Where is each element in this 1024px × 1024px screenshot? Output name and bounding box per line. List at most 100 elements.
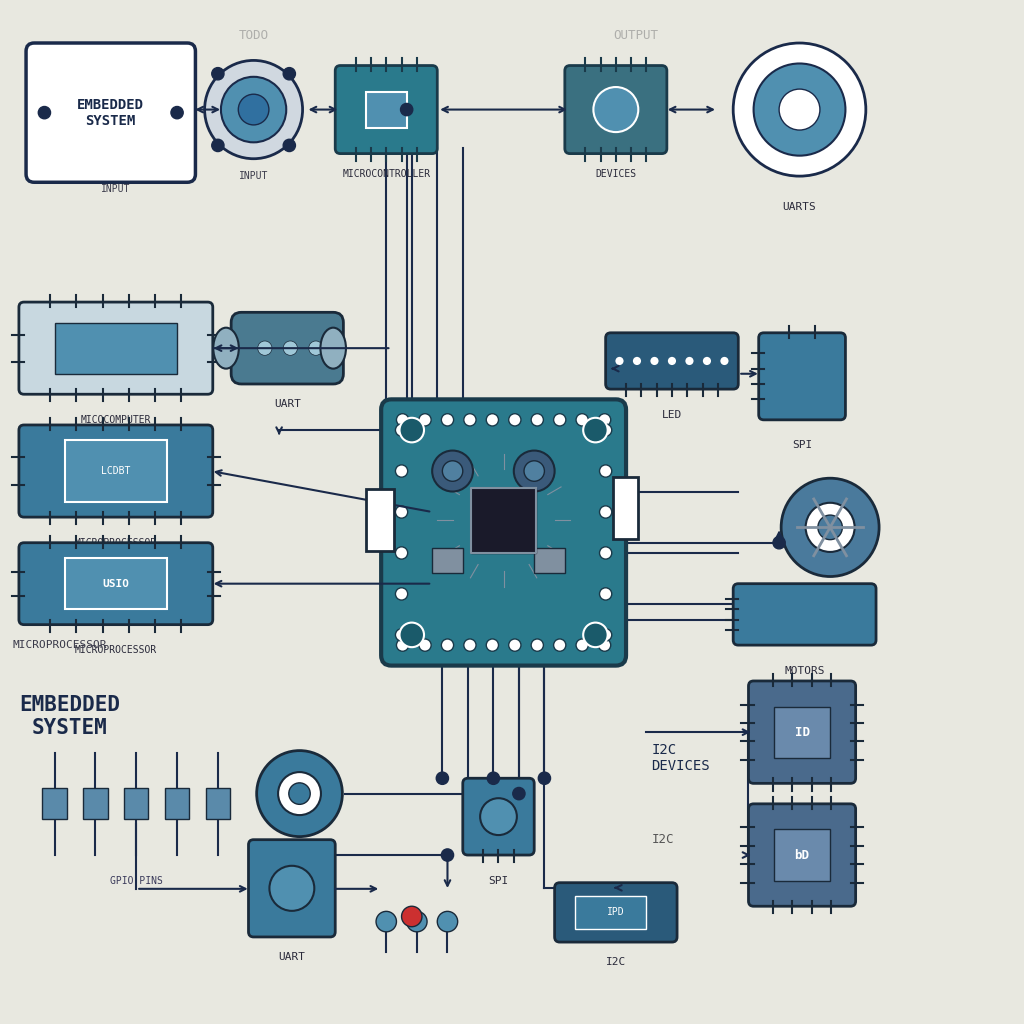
Text: UARTS: UARTS — [782, 202, 816, 212]
Circle shape — [806, 503, 855, 552]
Circle shape — [599, 506, 611, 518]
Bar — [612, 477, 638, 539]
Circle shape — [531, 414, 544, 426]
Circle shape — [289, 782, 310, 805]
Bar — [774, 829, 830, 881]
FancyBboxPatch shape — [605, 333, 738, 389]
Text: bD: bD — [795, 849, 810, 861]
Circle shape — [685, 357, 693, 366]
Circle shape — [441, 414, 454, 426]
Circle shape — [818, 515, 843, 540]
Circle shape — [171, 106, 183, 119]
Circle shape — [284, 341, 298, 355]
Circle shape — [432, 451, 473, 492]
FancyBboxPatch shape — [18, 302, 213, 394]
Bar — [575, 896, 646, 929]
Bar — [54, 323, 177, 374]
Circle shape — [599, 629, 611, 641]
Circle shape — [577, 639, 589, 651]
FancyBboxPatch shape — [555, 883, 677, 942]
Circle shape — [399, 418, 424, 442]
Circle shape — [400, 103, 413, 116]
Circle shape — [554, 414, 566, 426]
Text: MICROPROCESSOR: MICROPROCESSOR — [75, 645, 157, 655]
Circle shape — [38, 106, 50, 119]
Text: EMBEDDED
SYSTEM: EMBEDDED SYSTEM — [19, 695, 121, 738]
Bar — [366, 489, 394, 551]
Circle shape — [486, 639, 499, 651]
Circle shape — [524, 461, 545, 481]
FancyBboxPatch shape — [749, 681, 856, 783]
Bar — [206, 788, 230, 819]
Circle shape — [513, 787, 525, 800]
Circle shape — [308, 341, 323, 355]
Circle shape — [584, 418, 607, 442]
Circle shape — [509, 639, 521, 651]
Circle shape — [593, 87, 638, 132]
Circle shape — [599, 424, 611, 436]
Text: SPI: SPI — [488, 876, 509, 886]
Circle shape — [399, 623, 424, 647]
Text: DEVICES: DEVICES — [595, 169, 636, 179]
Circle shape — [650, 357, 658, 366]
Text: INPUT: INPUT — [239, 171, 268, 181]
Circle shape — [509, 414, 521, 426]
Circle shape — [395, 629, 408, 641]
Text: MICROCONTROLLER: MICROCONTROLLER — [342, 169, 430, 179]
Circle shape — [598, 639, 610, 651]
FancyBboxPatch shape — [18, 543, 213, 625]
Circle shape — [419, 414, 431, 426]
Circle shape — [442, 461, 463, 481]
Circle shape — [615, 357, 624, 366]
Polygon shape — [471, 487, 537, 553]
Text: GPIO PINS: GPIO PINS — [110, 876, 163, 886]
Circle shape — [441, 639, 454, 651]
FancyBboxPatch shape — [231, 312, 343, 384]
Circle shape — [554, 639, 566, 651]
Circle shape — [599, 547, 611, 559]
Bar — [83, 788, 108, 819]
Circle shape — [539, 772, 551, 784]
Text: SPI: SPI — [792, 440, 812, 451]
FancyBboxPatch shape — [749, 804, 856, 906]
Circle shape — [419, 639, 431, 651]
FancyBboxPatch shape — [18, 425, 213, 517]
Circle shape — [221, 77, 287, 142]
Text: TODO: TODO — [239, 30, 268, 42]
Circle shape — [212, 68, 224, 80]
Circle shape — [514, 451, 555, 492]
Circle shape — [773, 537, 785, 549]
Text: ID: ID — [795, 726, 810, 738]
Circle shape — [396, 414, 409, 426]
Circle shape — [633, 357, 641, 366]
FancyBboxPatch shape — [249, 840, 335, 937]
FancyBboxPatch shape — [759, 333, 846, 420]
FancyBboxPatch shape — [463, 778, 535, 855]
FancyBboxPatch shape — [381, 399, 626, 666]
Circle shape — [486, 414, 499, 426]
Text: I2C: I2C — [606, 957, 626, 968]
Circle shape — [284, 68, 296, 80]
Text: UART: UART — [273, 399, 301, 410]
Text: USIO: USIO — [102, 579, 129, 589]
Circle shape — [668, 357, 676, 366]
Circle shape — [407, 911, 427, 932]
Circle shape — [395, 506, 408, 518]
Circle shape — [395, 424, 408, 436]
Bar — [535, 548, 565, 573]
Circle shape — [702, 357, 711, 366]
Text: LCDBT: LCDBT — [101, 466, 130, 476]
Circle shape — [205, 60, 302, 159]
Circle shape — [779, 89, 820, 130]
Circle shape — [733, 43, 866, 176]
Bar — [432, 548, 463, 573]
Ellipse shape — [213, 328, 239, 369]
Circle shape — [577, 414, 589, 426]
Text: EMBEDDED
SYSTEM: EMBEDDED SYSTEM — [77, 97, 144, 128]
Circle shape — [584, 623, 607, 647]
Circle shape — [401, 906, 422, 927]
FancyBboxPatch shape — [565, 66, 667, 154]
Circle shape — [395, 588, 408, 600]
Text: MICROPROCESSOR: MICROPROCESSOR — [75, 538, 157, 548]
Circle shape — [396, 639, 409, 651]
